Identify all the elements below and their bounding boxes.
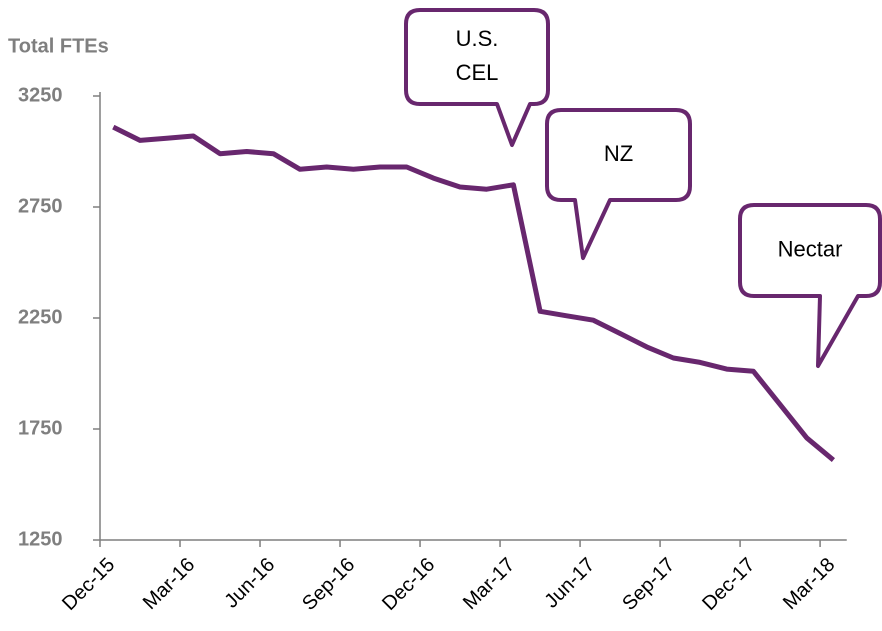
line — [112, 124, 836, 463]
callout — [404, 8, 550, 147]
y-axis-label: Total FTEs — [8, 35, 109, 57]
y-tick-label: 1250 — [18, 528, 63, 550]
callout — [738, 203, 882, 368]
callout-text: Nectar — [778, 236, 843, 261]
y-tick-label: 2750 — [18, 195, 63, 217]
y-tick-label: 2250 — [18, 306, 63, 328]
callout — [545, 108, 692, 260]
callout-text: NZ — [604, 141, 633, 166]
callout-text: U.S. — [456, 26, 499, 51]
callout-text: CEL — [456, 60, 499, 85]
y-tick-label: 1750 — [18, 417, 63, 439]
y-tick-label: 3250 — [18, 84, 63, 106]
